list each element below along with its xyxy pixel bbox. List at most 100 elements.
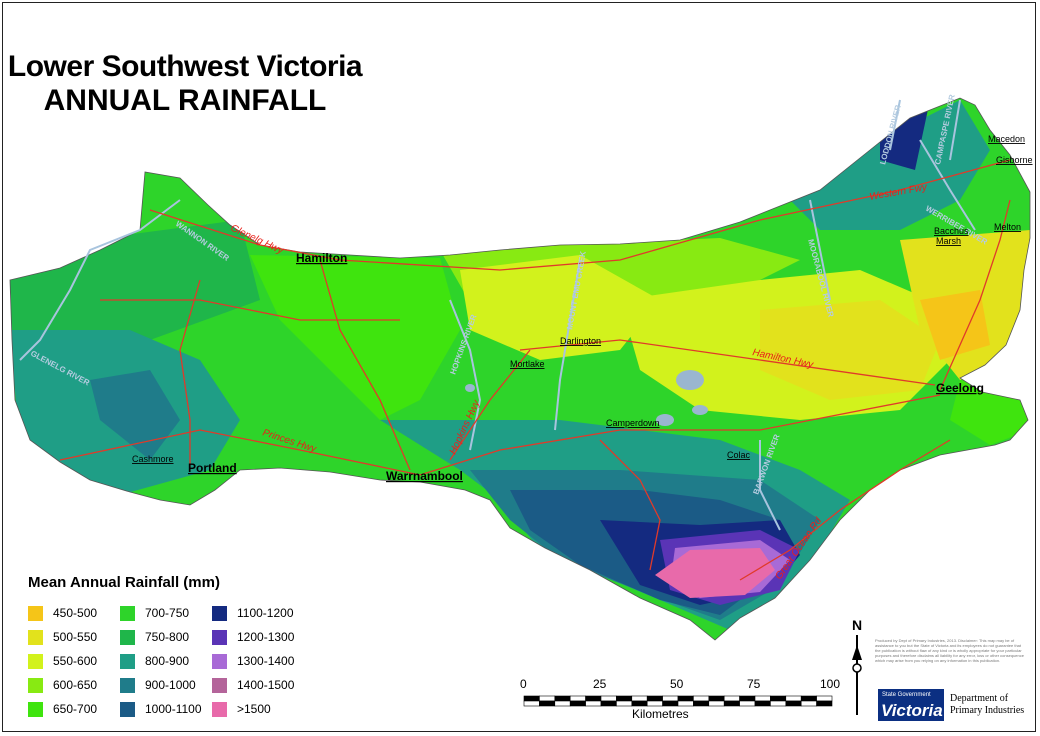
legend-label: 900-1000 [145,678,196,692]
legend-item: 700-750 [120,601,212,625]
legend-label: 800-900 [145,654,190,668]
north-label: N [852,617,862,633]
scale-segment [800,700,817,707]
scale-bar-graphic: 0 25 50 75 100 Kilometres [520,677,840,721]
scale-segment [816,700,833,707]
legend-swatch [120,629,135,645]
town-marsh: Marsh [936,236,961,246]
scale-segment [785,700,802,707]
legend-swatch [212,677,227,693]
logo-small-text: State Government [882,692,931,698]
legend-label: 1200-1300 [237,630,295,644]
credits-text: Produced by Dept of Primary Industries, … [875,638,1024,663]
scale-segment [723,695,740,702]
road-north-south-1 [319,259,411,471]
town-mortlake: Mortlake [510,359,545,369]
town-gisborne: Gisborne [996,155,1033,165]
scale-segment [585,695,602,702]
scale-segment [646,695,663,702]
legend-label: 1400-1500 [237,678,295,692]
scale-segment [616,695,633,702]
legend-swatch [28,605,43,621]
department-line-2: Primary Industries [950,705,1025,716]
legend-items: 450-500 500-550 550-600 600-650 650-700 700-7… [28,601,304,721]
scale-segment [600,695,617,702]
zone-450-500 [920,290,990,360]
scale-segment [631,695,648,702]
legend-item: 1000-1100 [120,697,212,721]
legend-item: 900-1000 [120,673,212,697]
town-warrnambool: Warrnambool [386,469,463,483]
river-moorabool [809,199,831,301]
lake-gnotuk [692,405,708,415]
title-line-1: Lower Southwest Victoria [7,50,363,83]
legend-label: 700-750 [145,606,190,620]
scale-segment [723,700,740,707]
scale-segment [554,700,571,707]
scale-segment [523,695,540,702]
lakes [465,370,708,426]
legend-item: 1200-1300 [212,625,304,649]
legend-swatch [212,701,227,717]
road-otways-1 [599,439,661,571]
legend-swatch [28,653,43,669]
road-glenelg-western [149,159,1011,271]
legend-swatch [120,677,135,693]
department-line-1: Department of [950,693,1009,704]
legend-label: 550-600 [53,654,98,668]
scale-segment [600,700,617,707]
scale-segment [770,695,787,702]
scale-segment [616,700,633,707]
scale-segment [708,695,725,702]
river-wannon-glenelg [19,199,181,361]
department-name: Department of Primary Industries [950,693,1024,717]
river-campaspe [949,99,961,161]
scale-tick-label: 100 [820,677,840,691]
scale-segment [739,700,756,707]
road-west-link [100,299,400,321]
lake-keilambete [465,384,475,392]
scale-tick-label: 50 [670,677,684,691]
legend: Mean Annual Rainfall (mm) 450-500 500-550… [28,574,304,721]
legend-swatch [120,701,135,717]
town-colac: Colac [727,450,751,460]
scale-segment [523,700,540,707]
town-hamilton: Hamilton [296,251,347,265]
river-mount-emu-creek [554,259,581,431]
zone-over-1500-otways [655,548,775,598]
town-geelong: Geelong [936,381,984,395]
zone-650-700-central [250,255,460,420]
town-portland: Portland [188,461,237,475]
legend-item: 750-800 [120,625,212,649]
river-loddon [889,99,901,151]
legend-label: 750-800 [145,630,190,644]
scale-segment [646,700,663,707]
lake-colongulac [656,414,674,426]
scale-segment [554,695,571,702]
rivers [19,99,976,531]
scale-segment [539,695,556,702]
north-arrow-head [852,645,862,660]
legend-label: 600-650 [53,678,98,692]
river-barwon [759,440,781,531]
legend-swatch [28,629,43,645]
road-princes-hwy [59,394,941,476]
scale-segment [631,700,648,707]
scale-segment [585,700,602,707]
victoria-logo: State Government Victoria [878,689,944,721]
legend-swatch [28,677,43,693]
legend-swatch [28,701,43,717]
scale-segment [662,700,679,707]
legend-label: 1000-1100 [145,702,202,716]
scale-segment [677,695,694,702]
legend-swatch [212,629,227,645]
scale-tick-label: 25 [593,677,607,691]
scale-segment [569,695,586,702]
legend-item: 800-900 [120,649,212,673]
river-werribee [919,139,976,231]
legend-label: 1100-1200 [237,606,294,620]
river-hopkins [449,299,482,451]
legend-item: 500-550 [28,625,120,649]
